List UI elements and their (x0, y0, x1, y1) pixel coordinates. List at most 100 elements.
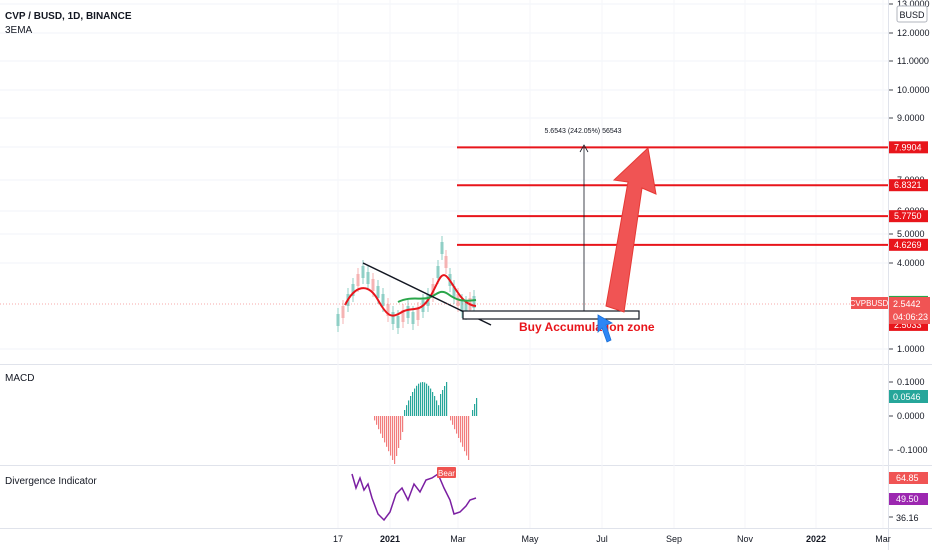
macd-bar (458, 416, 460, 438)
macd-last-value: 0.0546 (893, 392, 921, 402)
macd-bar (464, 416, 466, 452)
macd-value-box (889, 390, 928, 403)
chart-title: CVP / BUSD, 1D, BINANCE (5, 11, 132, 22)
ema-green-line (397, 290, 477, 303)
time-tick-label: Jul (596, 534, 608, 544)
macd-bar (418, 383, 420, 416)
target-level-label: 4.6269 (894, 240, 922, 250)
candle-body (391, 312, 395, 324)
candle-body (401, 310, 405, 322)
candle-body (444, 256, 448, 268)
macd-title: MACD (5, 373, 34, 384)
price-tick-label: 1.0000 (897, 344, 925, 354)
ema-red-line (344, 274, 477, 317)
macd-bar (392, 416, 394, 460)
candle-body (386, 304, 390, 316)
macd-bar (438, 405, 440, 416)
divergence-upper-value: 64.85 (896, 473, 919, 483)
divergence-low-tick: 36.16 (896, 513, 919, 523)
macd-bar (474, 404, 476, 416)
candle-body (356, 274, 360, 286)
candle-body (406, 306, 410, 318)
macd-histogram (374, 382, 478, 464)
macd-bar (432, 392, 434, 416)
price-tick-label: 4.0000 (897, 258, 925, 268)
macd-bar (414, 388, 416, 416)
macd-bar (404, 410, 406, 416)
candle-body (336, 314, 340, 326)
grid-lines (0, 3, 888, 350)
red-arrow-icon (605, 146, 657, 313)
price-tick-label: 5.0000 (897, 229, 925, 239)
buy-accumulation-zone (462, 310, 640, 320)
current-price-box (889, 297, 930, 324)
currency-unit-label: BUSD (899, 10, 925, 20)
macd-axis: 0.1000 0.0000 -0.1000 (889, 377, 928, 455)
macd-bar (378, 416, 380, 430)
divergence-line (351, 472, 477, 522)
macd-bar (398, 416, 400, 448)
macd-bar (408, 400, 410, 416)
price-tick-label: 10.0000 (897, 85, 930, 95)
target-level-box (889, 238, 928, 251)
blue-arrow-icon (597, 314, 613, 343)
macd-tick-label: 0.1000 (897, 377, 925, 387)
target-level-label: 5.7750 (894, 211, 922, 221)
candle-body (460, 300, 464, 312)
divergence-upper-box (889, 472, 928, 484)
candle-body (440, 242, 444, 254)
macd-bar (460, 416, 462, 443)
target-level-label: 6.8321 (894, 180, 922, 190)
macd-bar (374, 416, 376, 421)
indicator-name-3ema: 3EMA (5, 25, 33, 36)
macd-bar (400, 416, 402, 440)
macd-bar (436, 400, 438, 416)
macd-tick-label: 0.0000 (897, 411, 925, 421)
macd-tick-label: -0.1000 (897, 445, 928, 455)
time-tick-label: 2021 (380, 534, 400, 544)
macd-bar (430, 388, 432, 416)
macd-bar (390, 416, 392, 456)
divergence-title: Divergence Indicator (5, 476, 97, 487)
time-tick-label: 2022 (806, 534, 826, 544)
macd-bar (402, 416, 404, 432)
macd-bar (440, 394, 442, 416)
time-tick-label: Mar (875, 534, 891, 544)
bear-signal-label: Bear (438, 469, 455, 478)
macd-bar (466, 416, 468, 456)
macd-bar (416, 385, 418, 416)
candle-body (464, 302, 468, 314)
currency-unit-box[interactable] (896, 5, 928, 23)
candle-body (416, 308, 420, 320)
macd-bar (410, 396, 412, 416)
macd-bar (468, 416, 470, 460)
macd-bar (376, 416, 378, 425)
symbol-tag: CVPBUSD (850, 299, 889, 308)
macd-bar (472, 410, 474, 416)
candle-body (411, 312, 415, 324)
time-axis: 17 2021 Mar May Jul Sep Nov 2022 Mar (333, 534, 891, 544)
divergence-current-value: 49.50 (896, 494, 919, 504)
target-level-label: 7.9904 (894, 142, 922, 152)
macd-bar (412, 392, 414, 416)
macd-bar (444, 386, 446, 416)
candle-body (361, 266, 365, 278)
time-tick-label: Sep (666, 534, 682, 544)
target-level-box (889, 179, 928, 192)
macd-bar (454, 416, 456, 430)
price-label: 2.5033 (894, 320, 922, 330)
macd-bar (422, 382, 424, 416)
macd-bar (424, 382, 426, 416)
macd-bar (384, 416, 386, 443)
measure-label: 5.6543 (242.05%) 56543 (544, 128, 621, 135)
macd-bar (386, 416, 388, 447)
candle-body (371, 279, 375, 291)
macd-bar (388, 416, 390, 452)
target-level-box (889, 210, 928, 223)
macd-bar (450, 416, 452, 421)
time-tick-label: Nov (737, 534, 754, 544)
macd-bar (394, 416, 396, 464)
macd-bar (380, 416, 382, 434)
